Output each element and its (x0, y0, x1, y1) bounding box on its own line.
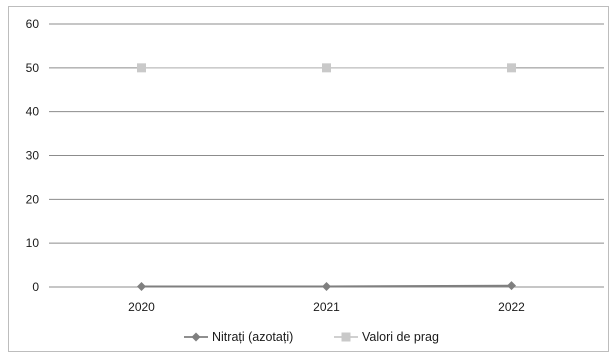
x-axis-ticks: 2020 2021 2022 (128, 300, 525, 314)
y-tick-label: 60 (26, 17, 40, 31)
y-axis-ticks: 0 10 20 30 40 50 60 (26, 17, 40, 294)
data-point (322, 282, 331, 292)
series-valori-de-prag (137, 63, 516, 73)
y-tick-label: 0 (32, 280, 39, 294)
line-chart: 0 10 20 30 40 50 60 2020 2021 2022 Nitrați (azot… (26, 17, 604, 344)
y-tick-label: 50 (26, 61, 40, 75)
series-nitrati (137, 281, 516, 292)
legend-label: Valori de prag (362, 330, 439, 344)
x-tick-label: 2020 (128, 300, 155, 314)
legend-label: Nitrați (azotați) (212, 330, 293, 344)
y-tick-label: 20 (26, 192, 40, 206)
legend-marker (191, 332, 201, 342)
legend-entry: Nitrați (azotați) (184, 330, 293, 344)
data-point (507, 281, 516, 291)
chart-frame: 0 10 20 30 40 50 60 2020 2021 2022 Nitrați (azot… (8, 6, 609, 352)
y-tick-label: 30 (26, 149, 40, 163)
y-tick-label: 10 (26, 236, 40, 250)
data-point (507, 63, 516, 73)
y-tick-label: 40 (26, 105, 40, 119)
legend: Nitrați (azotați) Valori de prag (184, 330, 439, 344)
legend-entry: Valori de prag (334, 330, 439, 344)
series-layer (137, 63, 516, 292)
data-point (137, 282, 146, 292)
legend-marker (341, 332, 351, 342)
data-point (137, 63, 146, 73)
x-tick-label: 2022 (498, 300, 525, 314)
data-point (322, 63, 331, 73)
x-tick-label: 2021 (313, 300, 340, 314)
